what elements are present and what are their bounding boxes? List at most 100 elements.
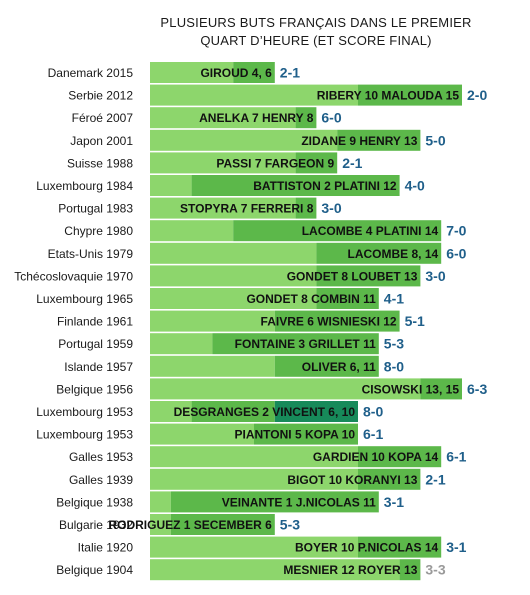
chart-row: Féroé 2007 ANELKA 7 HENRY 8 6-0 <box>72 107 342 129</box>
category-label: Chypre 1980 <box>64 224 133 238</box>
bar-segment <box>295 197 317 219</box>
bar-label: GIROUD 4, 6 <box>200 66 272 80</box>
bar-segment <box>150 559 400 581</box>
score-label: 2-0 <box>467 87 487 103</box>
bar-segment <box>358 446 442 468</box>
score-label: 3-1 <box>446 539 466 555</box>
category-label: Luxembourg 1953 <box>36 428 133 442</box>
chart-row: Belgique 1956 CISOWSKI 13, 15 6-3 <box>56 378 487 400</box>
category-label: Japon 2001 <box>70 134 133 148</box>
chart-row: Luxembourg 1965 GONDET 8 COMBIN 11 4-1 <box>36 288 404 309</box>
bar-segment <box>274 355 379 377</box>
category-label: Bulgarie 1932 <box>59 518 133 532</box>
bar-segment <box>150 333 213 355</box>
bar-label: PASSI 7 FARGEON 9 <box>216 156 334 170</box>
category-label: Tchécoslovaquie 1970 <box>14 269 133 283</box>
category-label: Galles 1939 <box>69 473 133 487</box>
score-label: 6-0 <box>321 110 341 126</box>
bar-segment <box>150 242 317 264</box>
bar-segment <box>150 468 358 490</box>
category-label: Belgique 1938 <box>56 495 133 509</box>
bar-segment <box>150 310 275 332</box>
bar-label: BIGOT 10 KORANYI 13 <box>287 473 417 487</box>
chart-row: Danemark 2015 GIROUD 4, 6 2-1 <box>48 62 300 83</box>
score-label: 6-1 <box>446 449 466 465</box>
category-label: Italie 1920 <box>78 541 134 555</box>
bar-segment <box>150 423 254 445</box>
chart-row: Finlande 1961 FAIVRE 6 WISNIESKI 12 5-1 <box>57 310 425 332</box>
bar-segment <box>212 333 379 355</box>
chart-row: Belgique 1938 VEINANTE 1 J.NICOLAS 11 3-1 <box>56 491 404 513</box>
bar-segment <box>150 107 296 129</box>
bar-segment <box>150 84 358 106</box>
category-label: Etats-Unis 1979 <box>48 247 134 261</box>
bar-segment <box>337 129 421 151</box>
score-label: 5-3 <box>280 517 300 533</box>
bar-segment <box>150 401 192 422</box>
bar-segment <box>295 107 317 129</box>
bar-segment <box>150 197 296 219</box>
bar-label: RODRIGUEZ 1 SECEMBER 6 <box>108 518 272 532</box>
bar-label: GONDET 8 COMBIN 11 <box>246 292 376 306</box>
bar-segment <box>233 62 275 83</box>
category-label: Serbie 2012 <box>68 89 133 103</box>
score-label: 3-0 <box>321 200 341 216</box>
bar-label: BATTISTON 2 PLATINI 12 <box>253 179 397 193</box>
score-label: 3-1 <box>384 494 404 510</box>
bar-segment <box>150 536 358 558</box>
category-label: Portugal 1983 <box>58 202 133 216</box>
bar-label: GONDET 8 LOUBET 13 <box>287 269 418 283</box>
score-label: 6-1 <box>363 426 383 442</box>
category-label: Portugal 1959 <box>58 337 133 351</box>
chart-row: Tchécoslovaquie 1970 GONDET 8 LOUBET 13 3-… <box>14 265 446 287</box>
bar-segment <box>358 84 462 106</box>
score-label: 5-1 <box>405 313 425 329</box>
bar-label: MESNIER 12 ROYER 13 <box>283 563 417 577</box>
bar-segment <box>295 152 338 174</box>
score-label: 8-0 <box>384 358 404 374</box>
bar-segment <box>150 446 358 468</box>
category-label: Belgique 1904 <box>56 563 133 577</box>
chart-row: Italie 1920 BOYER 10 P.NICOLAS 14 3-1 <box>78 536 467 558</box>
bar-label: PIANTONI 5 KOPA 10 <box>235 428 356 442</box>
bar-segment <box>150 514 171 535</box>
score-label: 4-1 <box>384 291 404 307</box>
bar-segment <box>420 378 462 400</box>
category-label: Finlande 1961 <box>57 315 133 329</box>
bar-segment <box>170 514 275 535</box>
bar-label: FAIVRE 6 WISNIESKI 12 <box>261 315 397 329</box>
bar-segment <box>150 265 317 287</box>
score-label: 2-1 <box>425 471 445 487</box>
bar-segment <box>191 175 400 196</box>
bar-segment <box>316 288 379 309</box>
score-label: 5-3 <box>384 336 404 352</box>
bar-label: FONTAINE 3 GRILLET 11 <box>235 337 376 351</box>
chart-row: Serbie 2012 RIBERY 10 MALOUDA 15 2-0 <box>68 84 487 106</box>
bar-segment <box>150 288 317 309</box>
bar-segment <box>170 491 379 513</box>
bar-segment <box>150 129 338 151</box>
category-label: Belgique 1956 <box>56 382 133 396</box>
bar-segment <box>150 220 234 242</box>
score-label: 2-1 <box>342 155 362 171</box>
bar-segment <box>358 536 442 558</box>
category-label: Féroé 2007 <box>72 111 134 125</box>
category-label: Galles 1953 <box>69 450 133 464</box>
score-label: 3-3 <box>425 562 445 578</box>
chart-rows: Danemark 2015 GIROUD 4, 6 2-1 Serbie 2012 RI… <box>14 62 487 581</box>
score-label: 8-0 <box>363 404 383 420</box>
bar-segment <box>316 265 421 287</box>
bar-segment <box>150 62 234 83</box>
category-label: Luxembourg 1965 <box>36 292 133 306</box>
category-label: Luxembourg 1984 <box>36 179 133 193</box>
bar-label: ZIDANE 9 HENRY 13 <box>301 134 417 148</box>
chart-title-line-1: PLUSIEURS BUTS FRANÇAIS DANS LE PREMIER <box>160 15 471 30</box>
bar-label: DESGRANGES 2 VINCENT 6, 10 <box>174 405 356 419</box>
bar-label: STOPYRA 7 FERRERI 8 <box>180 202 314 216</box>
bar-label: RIBERY 10 MALOUDA 15 <box>317 89 460 103</box>
category-label: Islande 1957 <box>64 360 133 374</box>
score-label: 6-3 <box>467 381 487 397</box>
bar-segment <box>150 378 421 400</box>
bar-segment <box>150 152 296 174</box>
